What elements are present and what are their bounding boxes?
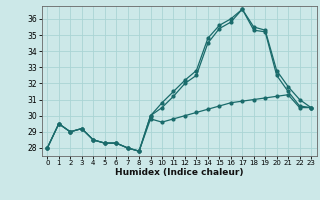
X-axis label: Humidex (Indice chaleur): Humidex (Indice chaleur) xyxy=(115,168,244,177)
